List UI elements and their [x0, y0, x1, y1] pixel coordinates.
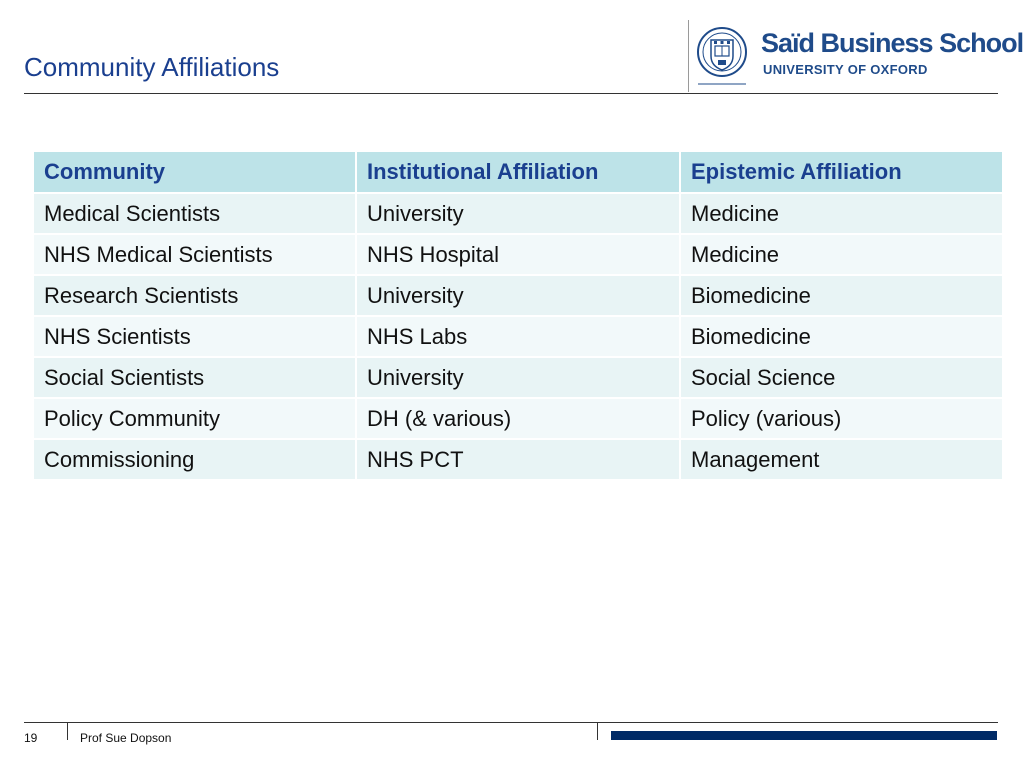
cell-epistemic: Management	[679, 439, 1004, 481]
cell-institutional: University	[355, 193, 681, 235]
footer-separator	[597, 722, 598, 740]
table-row: NHS Medical Scientists NHS Hospital Medi…	[32, 234, 1004, 276]
table-row: Social Scientists University Social Scie…	[32, 357, 1004, 399]
cell-epistemic: Social Science	[679, 357, 1004, 399]
page-number: 19	[24, 731, 38, 745]
cell-epistemic: Policy (various)	[679, 398, 1004, 440]
header-divider	[24, 93, 998, 94]
footer-separator	[67, 722, 68, 740]
cell-epistemic: Biomedicine	[679, 275, 1004, 317]
cell-community: Medical Scientists	[32, 193, 357, 235]
cell-institutional: NHS Hospital	[355, 234, 681, 276]
cell-institutional: DH (& various)	[355, 398, 681, 440]
logo-name: Saïd Business School	[761, 28, 1024, 58]
table-row: Policy Community DH (& various) Policy (…	[32, 398, 1004, 440]
cell-community: Commissioning	[32, 439, 357, 481]
cell-community: Social Scientists	[32, 357, 357, 399]
table-row: NHS Scientists NHS Labs Biomedicine	[32, 316, 1004, 358]
cell-epistemic: Medicine	[679, 234, 1004, 276]
cell-institutional: NHS PCT	[355, 439, 681, 481]
cell-epistemic: Biomedicine	[679, 316, 1004, 358]
affiliations-table: Community Institutional Affiliation Epis…	[32, 152, 1004, 481]
table-row: Commissioning NHS PCT Management	[32, 439, 1004, 481]
header-institutional-affiliation: Institutional Affiliation	[355, 152, 681, 194]
table-header-row: Community Institutional Affiliation Epis…	[32, 152, 1004, 194]
cell-community: Policy Community	[32, 398, 357, 440]
author-name: Prof Sue Dopson	[80, 731, 172, 745]
cell-community: Research Scientists	[32, 275, 357, 317]
header-community: Community	[32, 152, 357, 194]
footer-divider	[24, 722, 998, 723]
cell-epistemic: Medicine	[679, 193, 1004, 235]
logo-subtitle: UNIVERSITY OF OXFORD	[763, 62, 928, 77]
slide-title: Community Affiliations	[24, 52, 280, 82]
cell-community: NHS Medical Scientists	[32, 234, 357, 276]
header-epistemic-affiliation: Epistemic Affiliation	[679, 152, 1004, 194]
cell-institutional: University	[355, 357, 681, 399]
logo-divider	[688, 20, 689, 92]
said-business-school-logo: Saïd Business School UNIVERSITY OF OXFOR…	[688, 20, 1024, 92]
cell-community: NHS Scientists	[32, 316, 357, 358]
footer-accent-bar	[611, 731, 997, 740]
oxford-crest-icon	[697, 27, 747, 85]
cell-institutional: University	[355, 275, 681, 317]
table-row: Research Scientists University Biomedici…	[32, 275, 1004, 317]
cell-institutional: NHS Labs	[355, 316, 681, 358]
table-row: Medical Scientists University Medicine	[32, 193, 1004, 235]
